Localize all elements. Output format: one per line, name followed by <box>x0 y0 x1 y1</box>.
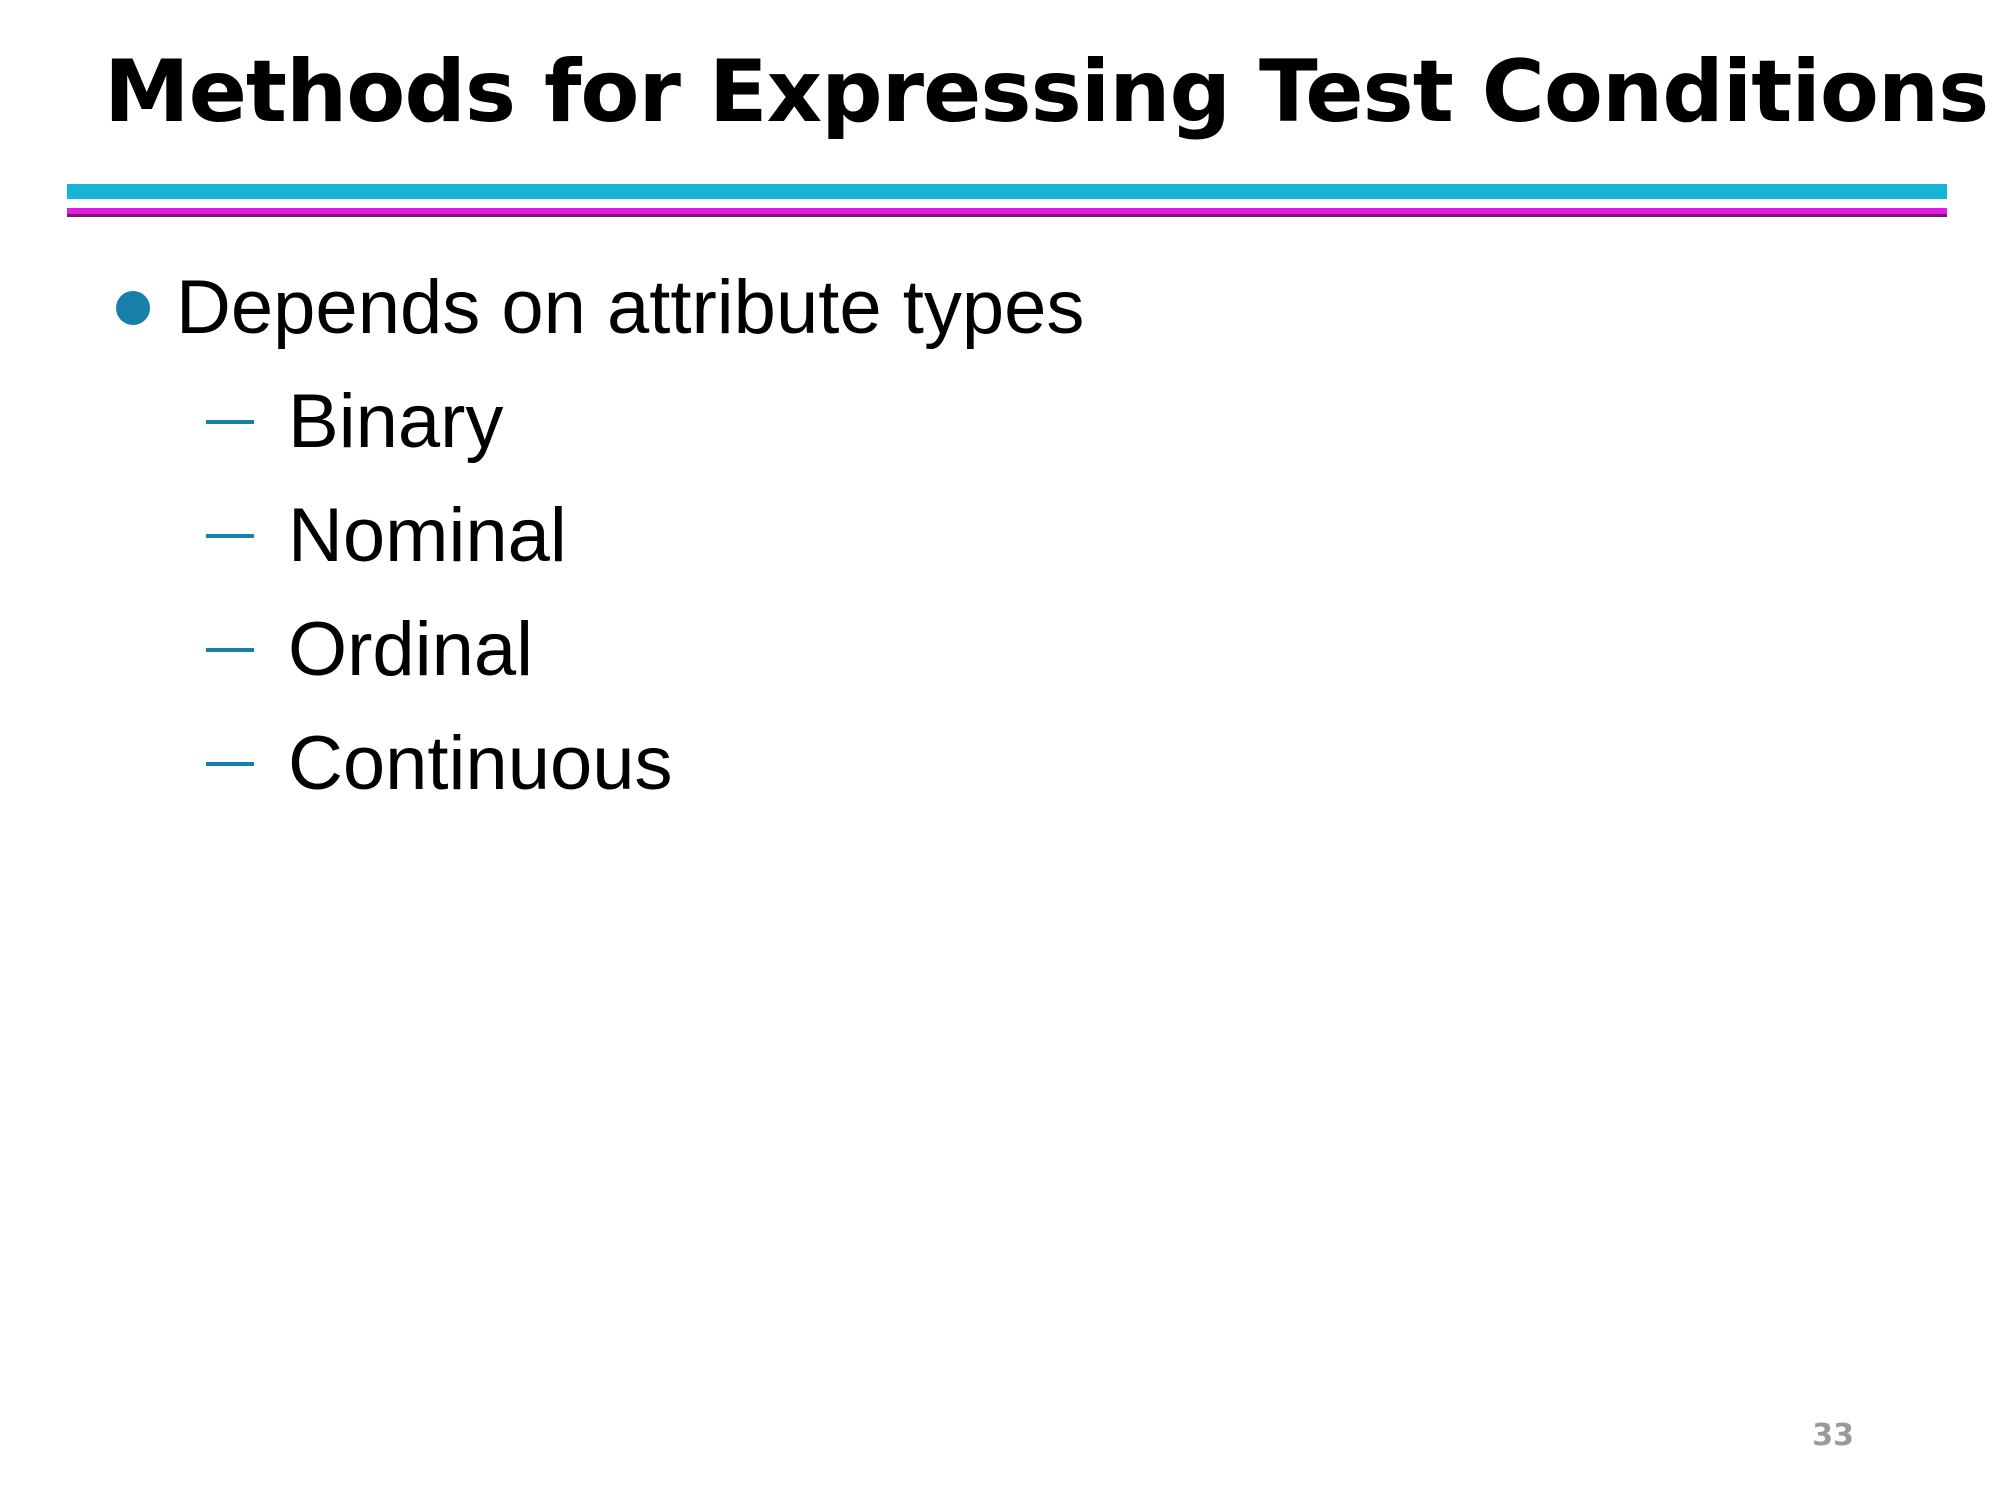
bullet-text: Depends on attribute types <box>176 265 1085 350</box>
bullet-item: Depends on attribute types <box>0 258 2000 358</box>
title-divider-dark <box>67 214 1947 217</box>
bullet-dot-icon <box>116 291 150 325</box>
sub-item-ordinal: Ordinal <box>0 600 2000 700</box>
sub-item-nominal: Nominal <box>0 486 2000 586</box>
title-divider-cyan <box>67 184 1947 199</box>
sub-item-label: Ordinal <box>288 607 533 692</box>
page-number: 33 <box>1812 1418 1854 1453</box>
sub-item-label: Continuous <box>288 721 673 806</box>
sub-item-binary: Binary <box>0 372 2000 472</box>
title-divider-magenta <box>67 208 1947 214</box>
slide-title: Methods for Expressing Test Conditions <box>104 42 1989 142</box>
dash-icon <box>206 648 254 652</box>
dash-icon <box>206 762 254 766</box>
dash-icon <box>206 420 254 424</box>
dash-icon <box>206 534 254 538</box>
sub-item-continuous: Continuous <box>0 714 2000 814</box>
sub-item-label: Binary <box>288 379 504 464</box>
sub-item-label: Nominal <box>288 493 567 578</box>
